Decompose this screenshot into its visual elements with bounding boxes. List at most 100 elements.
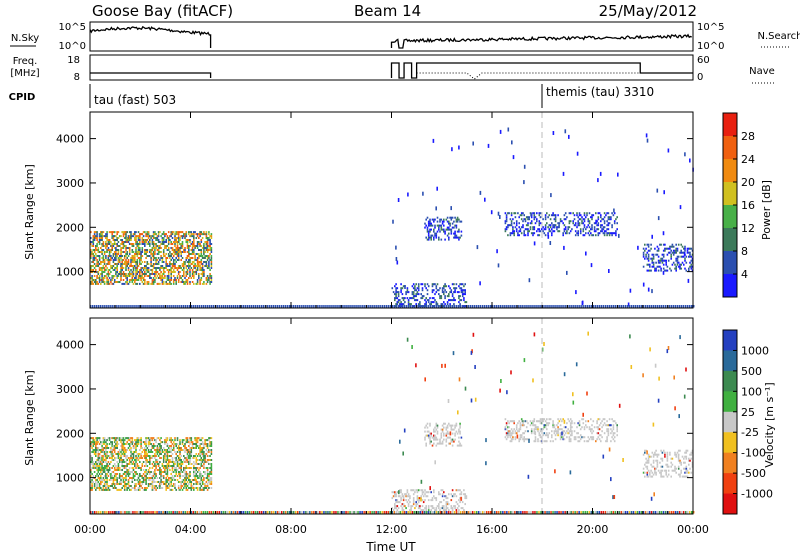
range-gate-cell — [139, 253, 141, 255]
range-gate-cell — [151, 273, 154, 275]
range-gate-cell — [204, 261, 206, 263]
range-gate-cell — [559, 428, 562, 431]
range-gate-cell — [97, 447, 100, 449]
range-gate-cell — [200, 251, 203, 253]
range-gate-cell — [416, 293, 419, 296]
range-gate-cell — [121, 463, 123, 465]
range-gate-cell — [134, 305, 136, 308]
range-gate-cell — [413, 305, 416, 308]
range-gate-cell — [206, 265, 209, 267]
range-gate-cell — [209, 477, 211, 479]
range-gate-cell — [426, 283, 429, 286]
range-gate-cell — [106, 263, 108, 265]
range-gate-cell — [154, 281, 156, 283]
range-gate-cell — [672, 245, 675, 248]
range-gate-cell — [152, 237, 155, 239]
range-gate-cell — [113, 243, 116, 245]
range-gate-cell — [204, 251, 206, 253]
range-gate-cell — [142, 267, 145, 269]
range-gate-cell — [139, 237, 141, 239]
range-gate-cell — [116, 233, 118, 236]
range-gate-cell — [430, 236, 432, 239]
range-gate-cell — [150, 269, 152, 271]
range-gate-cell — [204, 455, 206, 457]
range-gate-cell — [210, 459, 213, 461]
range-gate-cell — [210, 481, 213, 483]
range-gate-cell — [130, 265, 132, 267]
range-gate-cell — [130, 243, 132, 245]
range-gate-cell — [145, 479, 147, 481]
range-gate-cell — [210, 465, 213, 467]
range-gate-cell — [426, 299, 429, 302]
range-gate-cell — [100, 279, 102, 281]
range-gate-cell — [159, 473, 161, 475]
range-gate-cell — [455, 424, 458, 427]
range-gate-cell — [158, 305, 160, 308]
range-gate-cell — [672, 305, 675, 308]
range-gate-cell — [96, 277, 98, 279]
range-gate-cell — [424, 283, 426, 286]
range-gate-cell — [170, 235, 172, 238]
range-gate-cell — [426, 238, 429, 241]
range-gate-cell — [135, 247, 137, 249]
range-gate-cell — [455, 489, 458, 492]
range-gate-cell — [127, 469, 130, 471]
range-gate-cell — [460, 299, 463, 302]
range-gate-cell — [593, 226, 596, 229]
range-gate-cell — [106, 447, 108, 449]
range-gate-cell — [151, 241, 154, 243]
range-gate-cell — [461, 295, 464, 298]
range-gate-cell — [176, 447, 179, 449]
range-gate-cell — [106, 235, 108, 238]
range-gate-cell — [93, 237, 96, 239]
range-gate-cell — [539, 420, 542, 423]
range-gate-cell — [162, 237, 165, 239]
range-gate-cell — [578, 222, 581, 225]
range-gate-cell — [448, 442, 450, 445]
range-gate-cell — [204, 265, 206, 267]
range-gate-cell — [567, 428, 569, 431]
range-gate-cell — [167, 273, 170, 275]
range-gate-cell — [164, 449, 166, 451]
range-gate-cell — [150, 305, 152, 308]
range-gate-cell — [103, 275, 106, 277]
range-gate-cell — [121, 459, 123, 461]
range-gate-cell — [166, 475, 169, 477]
range-gate-cell — [127, 269, 130, 271]
range-gate-cell — [461, 501, 464, 504]
range-gate-cell — [559, 436, 562, 439]
range-gate-cell — [583, 224, 586, 227]
range-gate-cell — [473, 305, 476, 308]
range-gate-cell — [121, 487, 123, 489]
range-gate-cell — [108, 469, 111, 471]
range-gate-cell — [155, 441, 157, 444]
range-gate-cell — [170, 259, 172, 261]
range-gate-cell — [690, 263, 693, 266]
range-gate-cell — [558, 428, 561, 431]
range-gate-cell — [209, 459, 211, 461]
range-gate-cell — [111, 257, 113, 259]
range-gate-cell — [410, 303, 412, 306]
range-gate-cell — [199, 473, 201, 475]
range-gate-cell — [132, 463, 135, 465]
range-gate-cell — [421, 509, 424, 512]
range-gate-cell — [394, 297, 396, 300]
range-gate-cell — [154, 449, 156, 451]
range-gate-cell — [108, 437, 111, 440]
range-gate-cell — [203, 273, 205, 275]
range-gate-cell — [131, 265, 134, 267]
range-gate-cell — [407, 299, 410, 302]
range-gate-cell — [611, 224, 613, 227]
range-gate-cell — [154, 465, 156, 467]
range-gate-cell — [542, 305, 544, 308]
range-gate-cell — [180, 243, 182, 245]
range-gate-cell — [582, 422, 585, 425]
range-gate-cell — [105, 453, 107, 455]
range-gate-cell — [107, 465, 110, 467]
range-gate-cell — [199, 483, 201, 485]
range-gate-cell — [103, 437, 106, 440]
range-gate-cell — [455, 305, 458, 308]
range-gate-cell — [169, 265, 171, 267]
range-gate-cell — [95, 281, 97, 283]
range-gate-cell — [118, 259, 121, 261]
